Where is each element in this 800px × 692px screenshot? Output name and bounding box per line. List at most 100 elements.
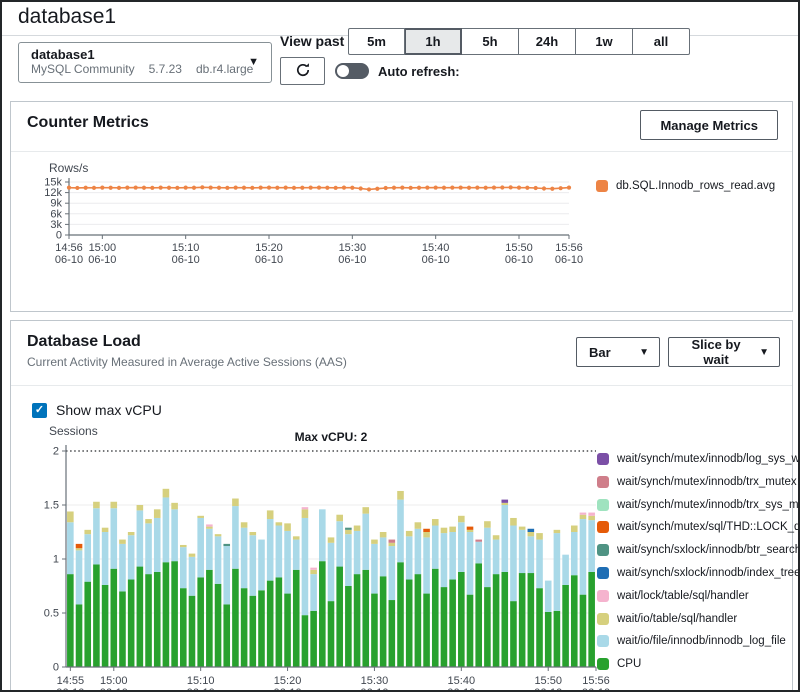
- legend-item-log_sys[interactable]: wait/synch/mutex/innodb/log_sys_wri: [597, 453, 800, 465]
- svg-text:06-10: 06-10: [505, 254, 533, 266]
- legend-label: wait/synch/mutex/innodb/trx_mutex: [617, 475, 797, 488]
- legend-item-btr_search[interactable]: wait/synch/sxlock/innodb/btr_search: [597, 544, 800, 557]
- counter-metrics-panel: Counter Metrics Manage Metrics Rows/s 0 3k…: [10, 101, 793, 312]
- svg-text:15:50: 15:50: [505, 242, 533, 254]
- time-range-button-1h[interactable]: 1h: [405, 28, 462, 55]
- svg-text:06-10: 06-10: [422, 254, 450, 266]
- caret-down-icon: ▼: [759, 346, 769, 358]
- svg-text:0: 0: [53, 662, 59, 674]
- show-max-vcpu-row[interactable]: ✓ Show max vCPU: [32, 402, 162, 418]
- legend-item-io_file[interactable]: wait/io/file/innodb/innodb_log_file: [597, 635, 798, 648]
- legend-item-thd_lock[interactable]: wait/synch/mutex/sql/THD::LOCK_quer: [597, 521, 800, 534]
- svg-text:15:40: 15:40: [448, 675, 476, 687]
- toggle-knob: [337, 65, 349, 77]
- svg-text:Sessions: Sessions: [49, 425, 98, 438]
- database-engine: MySQL Community: [31, 62, 135, 76]
- svg-text:06-10: 06-10: [360, 687, 388, 692]
- svg-text:15:30: 15:30: [361, 675, 389, 687]
- legend-swatch: [597, 589, 609, 602]
- svg-text:06-10: 06-10: [255, 254, 283, 266]
- svg-text:15:50: 15:50: [534, 675, 562, 687]
- svg-text:3k: 3k: [50, 219, 62, 231]
- svg-text:12k: 12k: [44, 187, 62, 199]
- auto-refresh-toggle[interactable]: [335, 63, 369, 79]
- database-version: 5.7.23: [148, 62, 182, 76]
- database-load-panel: Database Load Current Activity Measured …: [10, 320, 798, 692]
- time-range-button-24h[interactable]: 24h: [519, 28, 576, 55]
- svg-text:15:00: 15:00: [100, 675, 128, 687]
- svg-text:14:56: 14:56: [55, 242, 83, 254]
- legend-label: wait/io/file/innodb/innodb_log_file: [617, 635, 786, 648]
- legend-swatch: [597, 544, 609, 557]
- legend-item-trx_sys_mut[interactable]: wait/synch/mutex/innodb/trx_sys_mut: [597, 498, 800, 511]
- legend-item-cpu[interactable]: CPU: [597, 658, 798, 671]
- svg-text:06-10: 06-10: [55, 254, 83, 266]
- legend-swatch: [597, 566, 609, 579]
- legend-swatch: [597, 475, 609, 488]
- time-range-button-5h[interactable]: 5h: [462, 28, 519, 55]
- database-selector-dropdown[interactable]: database1 MySQL Community 5.7.23 db.r4.l…: [18, 42, 272, 83]
- legend-swatch: [596, 180, 608, 192]
- svg-text:0.5: 0.5: [44, 608, 59, 620]
- legend-item-io_table[interactable]: wait/io/table/sql/handler: [597, 612, 798, 625]
- database-load-subtitle: Current Activity Measured in Average Act…: [27, 355, 347, 369]
- auto-refresh-label: Auto refresh:: [378, 64, 460, 79]
- counter-metrics-title: Counter Metrics: [27, 114, 149, 131]
- svg-text:06-10: 06-10: [56, 687, 84, 692]
- svg-text:06-10: 06-10: [338, 254, 366, 266]
- legend-label: wait/synch/mutex/sql/THD::LOCK_quer: [617, 521, 800, 534]
- legend-label: wait/lock/table/sql/handler: [617, 589, 749, 602]
- svg-text:15:56: 15:56: [582, 675, 610, 687]
- page-title: database1: [18, 5, 117, 28]
- refresh-button[interactable]: [280, 57, 325, 85]
- legend-label: wait/synch/mutex/innodb/log_sys_wri: [617, 453, 800, 465]
- legend-item-index_tree[interactable]: wait/synch/sxlock/innodb/index_tree: [597, 566, 800, 579]
- time-range-button-5m[interactable]: 5m: [348, 28, 405, 55]
- legend-label: wait/io/table/sql/handler: [617, 612, 738, 625]
- svg-text:15k: 15k: [44, 177, 62, 189]
- svg-text:9k: 9k: [50, 198, 62, 210]
- manage-metrics-button[interactable]: Manage Metrics: [640, 110, 778, 140]
- legend-item-trx_mutex[interactable]: wait/synch/mutex/innodb/trx_mutex: [597, 475, 798, 488]
- legend-item-counter[interactable]: db.SQL.Innodb_rows_read.avg: [596, 180, 775, 192]
- slice-by-value: Slice by wait: [691, 337, 741, 367]
- time-range-button-all[interactable]: all: [633, 28, 690, 55]
- database-instance-class: db.r4.large: [195, 62, 254, 76]
- refresh-icon: [295, 62, 311, 81]
- svg-text:06-10: 06-10: [100, 687, 128, 692]
- legend-label: CPU: [617, 658, 642, 671]
- svg-text:1: 1: [53, 554, 59, 566]
- show-max-vcpu-checkbox[interactable]: ✓: [32, 402, 47, 418]
- svg-text:06-10: 06-10: [555, 254, 583, 266]
- legend-swatch: [597, 453, 609, 465]
- counter-chart-legend: db.SQL.Innodb_rows_read.avg: [596, 180, 775, 203]
- svg-text:15:10: 15:10: [187, 675, 215, 687]
- svg-text:14:55: 14:55: [57, 675, 85, 687]
- svg-text:15:56: 15:56: [555, 242, 583, 254]
- view-past-label: View past: [280, 33, 345, 49]
- svg-text:15:20: 15:20: [274, 675, 302, 687]
- svg-text:6k: 6k: [50, 208, 62, 220]
- legend-swatch: [597, 635, 609, 648]
- svg-text:06-10: 06-10: [447, 687, 475, 692]
- svg-text:1.5: 1.5: [44, 500, 59, 512]
- legend-label: wait/synch/sxlock/innodb/btr_search: [617, 544, 800, 557]
- legend-item-lock_table[interactable]: wait/lock/table/sql/handler: [597, 589, 798, 602]
- svg-text:06-10: 06-10: [187, 687, 215, 692]
- svg-text:06-10: 06-10: [172, 254, 200, 266]
- load-chart-legend: wait/synch/mutex/innodb/log_sys_wri wait/…: [597, 453, 800, 681]
- svg-text:06-10: 06-10: [88, 254, 116, 266]
- chart-type-dropdown[interactable]: Bar ▼: [576, 337, 660, 367]
- database-selector-name: database1: [31, 47, 95, 62]
- time-range-button-1w[interactable]: 1w: [576, 28, 633, 55]
- svg-text:15:20: 15:20: [255, 242, 283, 254]
- time-range-group: 5m 1h 5h 24h 1w all: [348, 28, 690, 55]
- legend-label: wait/synch/sxlock/innodb/index_tree: [617, 566, 800, 579]
- show-max-vcpu-label: Show max vCPU: [56, 402, 162, 418]
- svg-text:2: 2: [53, 446, 59, 458]
- slice-by-dropdown[interactable]: Slice by wait ▼: [668, 337, 780, 367]
- database-load-title: Database Load: [27, 333, 141, 350]
- legend-label: wait/synch/mutex/innodb/trx_sys_mut: [617, 498, 800, 511]
